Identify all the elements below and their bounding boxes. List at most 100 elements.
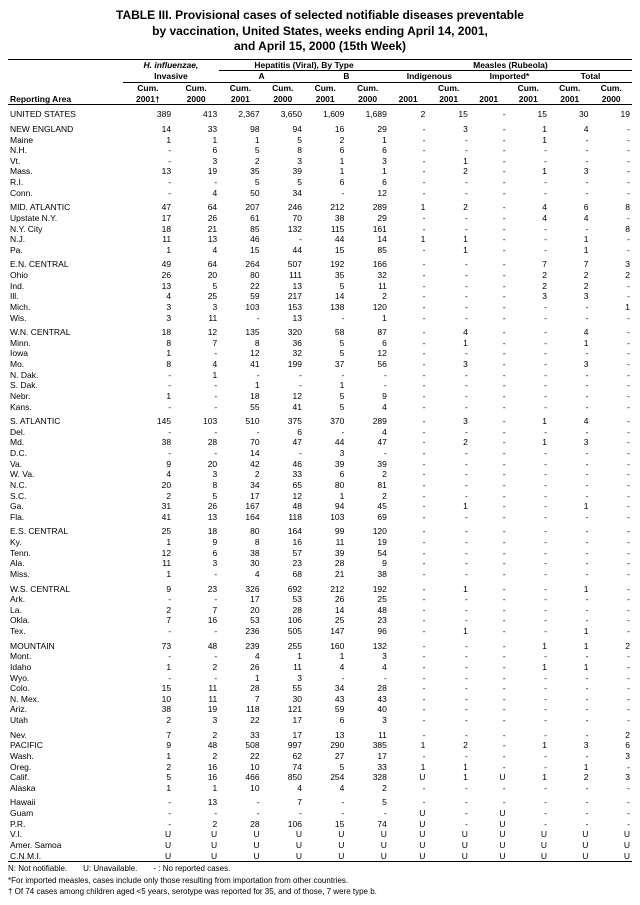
table-body: UNITED STATES3894132,3673,6501,6091,6892… bbox=[8, 105, 632, 862]
value-cell: 1 bbox=[508, 135, 549, 146]
y: 2001 bbox=[560, 94, 579, 104]
area-cell: V.I. bbox=[8, 829, 123, 840]
value-cell: - bbox=[508, 338, 549, 349]
value-cell: 290 bbox=[304, 740, 346, 751]
value-cell: - bbox=[427, 751, 469, 762]
value-cell: - bbox=[173, 594, 219, 605]
area-cell: N.H. bbox=[8, 145, 123, 156]
area-cell: Mont. bbox=[8, 651, 123, 662]
value-cell: - bbox=[549, 302, 590, 313]
area-cell: Tex. bbox=[8, 626, 123, 637]
value-cell: 11 bbox=[123, 558, 173, 569]
value-cell: - bbox=[427, 313, 469, 324]
value-cell: U bbox=[389, 829, 428, 840]
value-cell: - bbox=[470, 704, 508, 715]
value-cell: 13 bbox=[123, 281, 173, 292]
value-cell: 2 bbox=[346, 291, 388, 302]
value-cell: 20 bbox=[173, 459, 219, 470]
value-cell: 3 bbox=[173, 469, 219, 480]
value-cell: - bbox=[470, 501, 508, 512]
value-cell: - bbox=[123, 626, 173, 637]
value-cell: - bbox=[173, 402, 219, 413]
value-cell: 1 bbox=[508, 120, 549, 135]
value-cell: - bbox=[470, 224, 508, 235]
value-cell: 166 bbox=[346, 255, 388, 270]
value-cell: - bbox=[549, 808, 590, 819]
value-cell: 55 bbox=[219, 402, 261, 413]
value-cell: - bbox=[470, 637, 508, 652]
value-cell: - bbox=[173, 380, 219, 391]
value-cell: 38 bbox=[123, 704, 173, 715]
value-cell: - bbox=[470, 512, 508, 523]
value-cell: - bbox=[389, 437, 428, 448]
value-cell: 18 bbox=[173, 522, 219, 537]
c: Cum. bbox=[559, 83, 580, 93]
value-cell: 164 bbox=[262, 522, 304, 537]
value-cell: 85 bbox=[346, 245, 388, 256]
value-cell: 69 bbox=[346, 512, 388, 523]
value-cell: 4 bbox=[262, 783, 304, 794]
hdr-imp: Imported* bbox=[490, 71, 530, 81]
value-cell: 212 bbox=[304, 198, 346, 213]
value-cell: 6 bbox=[304, 469, 346, 480]
value-cell: - bbox=[549, 512, 590, 523]
value-cell: U bbox=[389, 819, 428, 830]
value-cell: 1 bbox=[123, 391, 173, 402]
value-cell: - bbox=[590, 459, 632, 470]
value-cell: - bbox=[304, 673, 346, 684]
value-cell: 12 bbox=[262, 391, 304, 402]
value-cell: - bbox=[590, 281, 632, 292]
value-cell: - bbox=[427, 291, 469, 302]
value-cell: 4 bbox=[549, 120, 590, 135]
value-cell: - bbox=[508, 715, 549, 726]
value-cell: - bbox=[549, 651, 590, 662]
value-cell: - bbox=[427, 704, 469, 715]
value-cell: 1 bbox=[508, 637, 549, 652]
value-cell: - bbox=[389, 726, 428, 741]
area-cell: Okla. bbox=[8, 615, 123, 626]
value-cell: - bbox=[470, 480, 508, 491]
value-cell: 1 bbox=[549, 662, 590, 673]
value-cell: 167 bbox=[219, 501, 261, 512]
value-cell: 15 bbox=[219, 245, 261, 256]
value-cell: 48 bbox=[346, 605, 388, 616]
value-cell: 1 bbox=[427, 234, 469, 245]
value-cell: - bbox=[470, 448, 508, 459]
table-row: Ky.198161119------ bbox=[8, 537, 632, 548]
value-cell: 29 bbox=[346, 120, 388, 135]
value-cell: - bbox=[508, 402, 549, 413]
value-cell: 17 bbox=[219, 491, 261, 502]
value-cell: 61 bbox=[219, 213, 261, 224]
value-cell: - bbox=[173, 569, 219, 580]
value-cell: 120 bbox=[346, 302, 388, 313]
value-cell: - bbox=[470, 391, 508, 402]
value-cell: - bbox=[470, 427, 508, 438]
value-cell: 5 bbox=[304, 762, 346, 773]
value-cell: 30 bbox=[219, 558, 261, 569]
value-cell: - bbox=[590, 548, 632, 559]
value-cell: - bbox=[173, 626, 219, 637]
value-cell: - bbox=[427, 537, 469, 548]
value-cell: 36 bbox=[262, 338, 304, 349]
c: Cum. bbox=[357, 83, 378, 93]
value-cell: - bbox=[549, 704, 590, 715]
value-cell: - bbox=[470, 135, 508, 146]
value-cell: 103 bbox=[304, 512, 346, 523]
value-cell: - bbox=[427, 402, 469, 413]
value-cell: - bbox=[549, 605, 590, 616]
table-row: Wis.311-13-1------ bbox=[8, 313, 632, 324]
value-cell: 1 bbox=[508, 740, 549, 751]
value-cell: 3 bbox=[427, 359, 469, 370]
area-cell: Conn. bbox=[8, 188, 123, 199]
value-cell: U bbox=[389, 851, 428, 862]
value-cell: - bbox=[549, 594, 590, 605]
value-cell: - bbox=[389, 501, 428, 512]
value-cell: 12 bbox=[173, 323, 219, 338]
value-cell: - bbox=[470, 234, 508, 245]
value-cell: - bbox=[549, 224, 590, 235]
value-cell: 1 bbox=[123, 783, 173, 794]
area-cell: C.N.M.I. bbox=[8, 851, 123, 862]
value-cell: - bbox=[590, 323, 632, 338]
value-cell: 4 bbox=[508, 213, 549, 224]
value-cell: 3 bbox=[590, 772, 632, 783]
